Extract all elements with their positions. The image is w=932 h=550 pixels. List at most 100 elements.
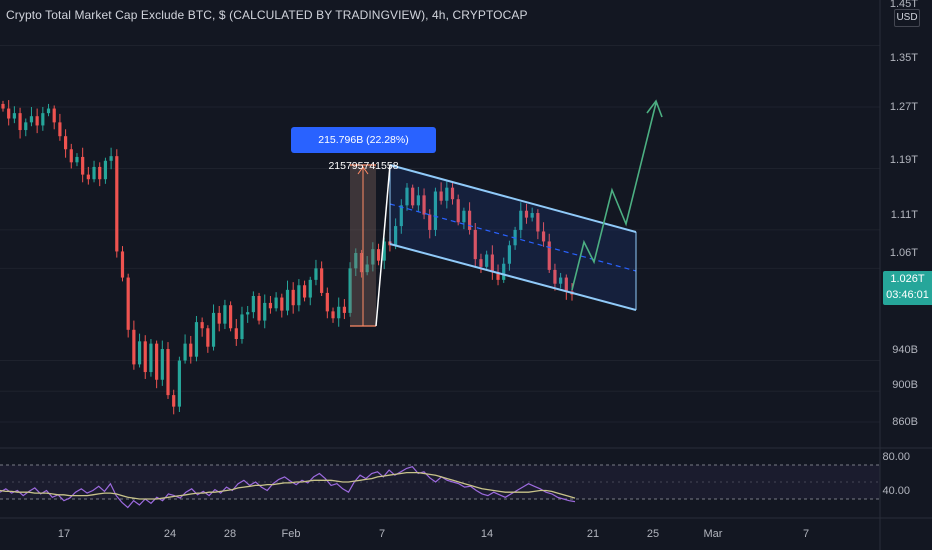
candle-body (485, 254, 489, 267)
candle-body (200, 322, 204, 329)
candle-body (382, 241, 386, 261)
candle-body (143, 341, 147, 373)
y-tick-label: 900B (892, 379, 918, 391)
channel-middle-line[interactable] (389, 203, 637, 272)
candle-body (246, 312, 250, 315)
candle-body (268, 302, 273, 309)
candle-body (35, 116, 39, 126)
candle-body (234, 328, 238, 340)
candle-body (206, 328, 210, 347)
candle-body (257, 296, 261, 321)
chart-title: Crypto Total Market Cap Exclude BTC, $ (… (6, 8, 528, 22)
y-tick-label: 1.27T (889, 101, 918, 113)
rsi-tick-label: 80.00 (882, 451, 910, 463)
measure-tool[interactable] (350, 164, 376, 327)
candle-body (223, 305, 227, 324)
candle-body (371, 249, 375, 265)
y-tick-label: 1.45T (889, 0, 918, 10)
candle-body (155, 343, 159, 380)
candle-body (98, 166, 102, 180)
candle-body (189, 343, 193, 357)
candle-body (291, 289, 295, 306)
candle-body (308, 279, 312, 298)
trend-line[interactable] (375, 164, 391, 327)
x-tick-label: 7 (802, 528, 810, 540)
x-tick-label: 21 (586, 528, 600, 540)
x-tick-label: 14 (480, 528, 494, 540)
candle-body (547, 241, 551, 270)
candle-body (439, 191, 443, 201)
measure-label[interactable]: 215.796B (22.28%) 215795741558 (291, 127, 436, 172)
candle-body (115, 156, 119, 252)
current-price: 1.026T (890, 273, 925, 285)
candle-body (46, 108, 51, 114)
candle-body (183, 343, 187, 361)
y-tick-label: 1.35T (889, 52, 918, 64)
candle-body (348, 268, 352, 313)
projection-arrow[interactable] (571, 99, 663, 291)
candle-body (24, 122, 28, 131)
candle-body (325, 292, 329, 312)
candle-body (211, 312, 216, 347)
candle-body (217, 312, 221, 324)
candle-body (280, 297, 284, 311)
candle-body (411, 187, 415, 206)
rsi-tick-label: 40.00 (882, 485, 910, 497)
candle-body (92, 166, 96, 180)
y-tick-label: 1.19T (889, 154, 918, 166)
x-tick-label: 25 (646, 528, 660, 540)
candle-body (519, 210, 523, 230)
candle-body (251, 296, 255, 313)
candle-body (405, 187, 409, 206)
candle-body (399, 205, 403, 227)
candle-body (52, 108, 56, 123)
channel-lower-line[interactable] (389, 243, 637, 311)
candle-body (473, 229, 477, 260)
candle-body (109, 156, 113, 161)
candle-body (240, 314, 244, 340)
candle-body (507, 245, 512, 264)
candle-body (177, 360, 181, 407)
x-tick-label: 7 (378, 528, 386, 540)
y-tick-label: 940B (892, 344, 918, 356)
candle-body (342, 306, 346, 313)
candle-body (524, 210, 529, 218)
candle-body (166, 349, 170, 396)
descending-channel[interactable] (389, 164, 637, 311)
candle-body (462, 210, 466, 223)
candle-body (58, 122, 62, 137)
candle-body (331, 311, 335, 319)
candle-body (41, 113, 45, 126)
x-tick-label: Mar (703, 528, 723, 540)
candle-body (490, 254, 494, 273)
currency-button[interactable]: USD (894, 9, 920, 27)
measure-arrowhead (357, 166, 369, 175)
candle-body (69, 149, 73, 163)
rsi-pane (0, 447, 932, 509)
candle-body (445, 187, 449, 201)
candle-body (149, 343, 153, 373)
candle-body (553, 269, 557, 284)
candle-body (530, 213, 534, 218)
candle-body (376, 249, 381, 261)
candle-body (86, 174, 90, 180)
candle-body (302, 285, 307, 298)
candle-body (29, 116, 34, 123)
candle-body (172, 395, 176, 407)
projection-path (571, 102, 657, 291)
candle-body (18, 113, 22, 131)
candle-body (12, 113, 16, 119)
y-tick-label: 860B (892, 416, 918, 428)
candle-body (536, 213, 540, 232)
candle-body (450, 187, 455, 200)
candle-body (229, 305, 233, 329)
candle-body (297, 285, 301, 306)
channel-upper-line[interactable] (389, 164, 637, 233)
y-tick-label: 1.06T (889, 247, 918, 259)
candle-body (7, 108, 11, 119)
candle-body (274, 297, 278, 309)
candle-body (160, 349, 164, 380)
rsi-line (0, 466, 576, 509)
candle-body (126, 277, 130, 330)
